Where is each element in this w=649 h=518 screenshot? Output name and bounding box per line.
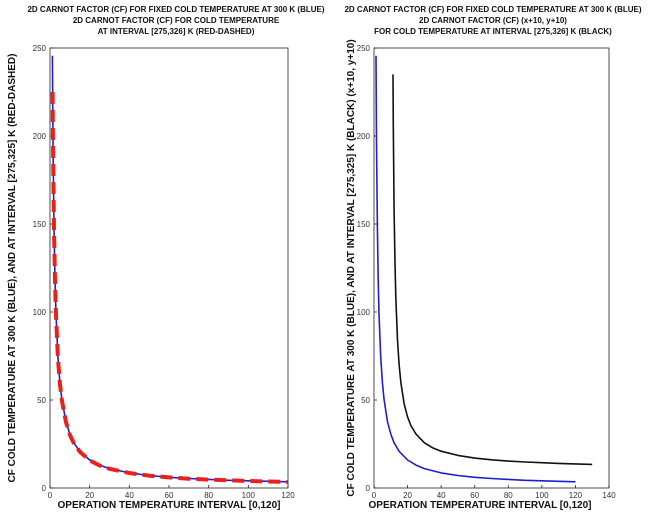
right-x-tick-label: 20 (403, 491, 412, 500)
left-y-axis-label: CF COLD TEMPERATURE AT 300 K (BLUE), AND… (7, 54, 18, 483)
left-x-tick-label: 120 (281, 491, 295, 500)
left-x-tick-label: 40 (125, 491, 134, 500)
right-x-tick-label: 0 (372, 491, 377, 500)
right-x-tick-label: 140 (602, 491, 616, 500)
right-series-2-line (392, 74, 593, 466)
right-x-tick-label: 80 (504, 491, 513, 500)
right-x-tick-label: 100 (535, 491, 549, 500)
right-chart-title-line-1: 2D CARNOT FACTOR (CF) FOR FIXED COLD TEM… (344, 5, 641, 14)
right-x-tick-label: 40 (437, 491, 446, 500)
right-y-tick-label: 150 (357, 220, 371, 229)
left-x-axis-label: OPERATION TEMPERATURE INTERVAL [0,120] (58, 500, 281, 511)
right-y-axis-label: CF COLD TEMPERATURE AT 300 K (BLUE), AND… (346, 39, 357, 496)
left-chart-title-line-3: AT INTERVAL [275,326] K (RED-DASHED) (98, 27, 255, 36)
left-y-tick-label: 150 (33, 220, 47, 229)
right-series-group (375, 55, 593, 483)
right-y-tick-label: 100 (357, 308, 371, 317)
left-chart: 2D CARNOT FACTOR (CF) FOR FIXED COLD TEM… (7, 5, 325, 511)
left-y-tick-label: 250 (33, 44, 47, 53)
left-series-group (50, 55, 289, 484)
right-x-tick-label: 60 (470, 491, 479, 500)
left-y-tick-label: 0 (42, 484, 47, 493)
right-y-tick-label: 200 (357, 132, 371, 141)
right-x-tick-label: 120 (569, 491, 583, 500)
left-x-tick-label: 100 (242, 491, 256, 500)
right-chart-title-line-3: FOR COLD TEMPERATURE AT INTERVAL [275,32… (374, 27, 612, 36)
left-axis-ticks: 0 20 40 60 80 100 120 0 50 100 150 200 250 (33, 44, 296, 500)
left-series-2-line (50, 91, 289, 484)
right-chart-title-line-2: 2D CARNOT FACTOR (CF) (x+10, y+10) (419, 16, 567, 25)
left-x-tick-label: 80 (204, 491, 213, 500)
left-y-tick-label: 50 (37, 396, 46, 405)
right-y-tick-label: 0 (366, 484, 371, 493)
left-y-tick-label: 200 (33, 132, 47, 141)
left-x-tick-label: 0 (48, 491, 53, 500)
right-y-tick-label: 250 (357, 44, 371, 53)
left-x-tick-label: 20 (85, 491, 94, 500)
right-y-tick-label: 50 (361, 396, 370, 405)
right-chart: 2D CARNOT FACTOR (CF) FOR FIXED COLD TEM… (344, 5, 641, 511)
right-x-axis-label: OPERATION TEMPERATURE INTERVAL [0,120] (369, 500, 592, 511)
left-y-tick-label: 100 (33, 308, 47, 317)
left-chart-title-line-2: 2D CARNOT FACTOR (CF) FOR COLD TEMPERATU… (73, 16, 280, 25)
right-series-1-line (375, 55, 576, 483)
right-plot-area (373, 47, 610, 489)
right-axis-ticks: 0 20 40 60 80 100 120 140 0 50 100 150 200 250 (357, 44, 617, 500)
left-plot-area (49, 47, 289, 489)
left-x-tick-label: 60 (165, 491, 174, 500)
left-chart-title-line-1: 2D CARNOT FACTOR (CF) FOR FIXED COLD TEM… (27, 5, 324, 14)
